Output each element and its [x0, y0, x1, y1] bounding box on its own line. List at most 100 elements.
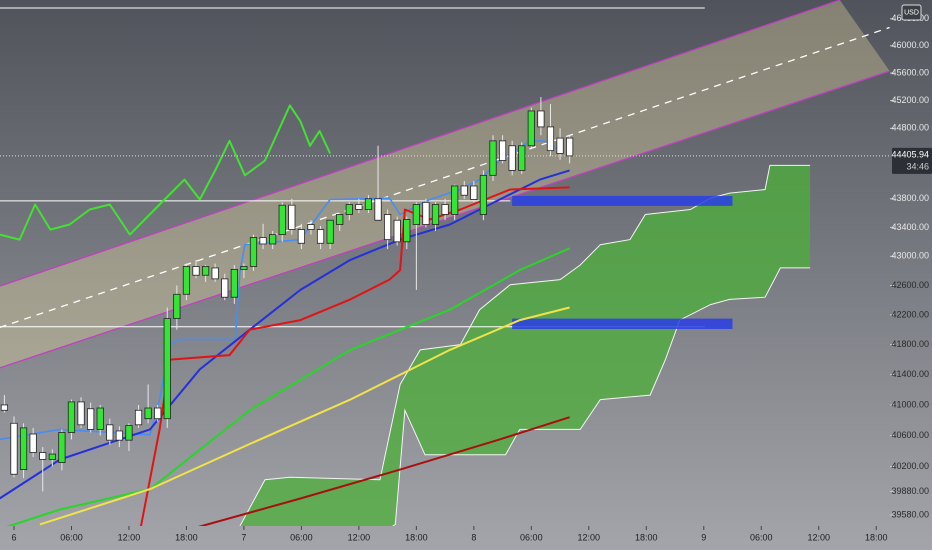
candle-body — [518, 145, 526, 171]
candle-body — [269, 234, 277, 245]
x-tick-label: 06:00 — [290, 532, 313, 542]
x-tick-label: 18:00 — [865, 532, 888, 542]
candle-body — [67, 401, 76, 433]
candle-body — [412, 204, 420, 225]
candle-body — [48, 453, 56, 460]
x-tick-label: 7 — [241, 532, 246, 542]
candle-body — [77, 401, 85, 426]
y-tick-label: 39580.00 — [891, 509, 929, 519]
y-tick-label: 41000.00 — [891, 399, 929, 409]
candle-body — [374, 198, 382, 221]
candle-body — [144, 407, 152, 420]
candle-body — [326, 219, 334, 244]
y-tick-label: 44800.00 — [891, 123, 929, 133]
indicator-line — [39, 306, 570, 526]
candle-body — [10, 422, 18, 475]
candle-body — [479, 174, 488, 215]
x-tick-label: 9 — [701, 532, 706, 542]
candle-body — [546, 126, 555, 152]
candle-body — [0, 404, 9, 411]
candle-body — [125, 425, 133, 441]
candle-body — [230, 268, 238, 298]
candle-body — [336, 214, 344, 225]
candle-body — [364, 198, 373, 210]
y-tick-label: 43000.00 — [891, 251, 929, 261]
candle-body — [249, 237, 258, 267]
x-tick-label: 12:00 — [348, 532, 371, 542]
candle-body — [297, 229, 305, 244]
candle-body — [451, 185, 459, 215]
candle-body — [96, 407, 104, 430]
candle-body — [115, 430, 123, 441]
candle-body — [508, 145, 516, 171]
candle-body — [489, 140, 497, 176]
candle-body — [470, 185, 478, 200]
y-tick-label: 45600.00 — [891, 67, 929, 77]
candle-body — [566, 137, 574, 157]
channel-upper — [0, 0, 841, 287]
price-label-box — [892, 147, 932, 174]
y-tick-label: 41800.00 — [891, 339, 929, 349]
candle-body — [355, 204, 363, 210]
candle-body — [87, 408, 95, 430]
candle-body — [19, 427, 28, 470]
candle-body — [345, 204, 353, 215]
candle-body — [393, 219, 401, 243]
y-tick-label: 43800.00 — [891, 193, 929, 203]
candle-body — [316, 229, 325, 244]
candle-body — [441, 204, 449, 215]
candle-body — [39, 452, 47, 460]
x-tick-label: 06:00 — [60, 532, 83, 542]
x-tick-label: 18:00 — [635, 532, 658, 542]
candle-body — [192, 266, 200, 276]
indicator-line — [198, 416, 570, 526]
y-tick-label: 46000.00 — [891, 40, 929, 50]
candle-body — [498, 140, 507, 161]
axes: 46400.0046000.0045600.0045200.0044800.00… — [11, 4, 932, 542]
countdown: 34:46 — [906, 161, 929, 171]
channel-fill — [0, 0, 890, 368]
candle-body — [307, 224, 315, 230]
indicator-line — [0, 169, 570, 500]
plot-area — [0, 0, 890, 526]
channel-middle — [0, 26, 890, 329]
candle-body — [403, 219, 411, 243]
candle-body — [278, 204, 286, 235]
candle-body — [259, 237, 267, 245]
candle-body — [201, 266, 210, 276]
y-tick-label: 40600.00 — [891, 430, 929, 440]
candle-body — [221, 278, 229, 298]
x-tick-label: 6 — [11, 532, 16, 542]
cloud-edge — [239, 164, 811, 526]
candle-body — [537, 110, 545, 128]
candle-body — [173, 293, 181, 320]
currency-label: USD — [904, 9, 919, 16]
y-tick-label: 42600.00 — [891, 280, 929, 290]
candle-body — [211, 267, 219, 280]
x-tick-label: 8 — [471, 532, 476, 542]
candle-body — [527, 110, 535, 147]
x-tick-label: 18:00 — [405, 532, 428, 542]
candle-body — [460, 185, 468, 196]
x-tick-label: 12:00 — [807, 532, 830, 542]
candle-body — [240, 266, 248, 270]
x-tick-label: 06:00 — [520, 532, 543, 542]
candle-body — [106, 424, 114, 441]
cloud-edge — [392, 267, 811, 526]
cloud-fill — [239, 165, 811, 526]
candle-body — [163, 318, 171, 420]
candle-body — [422, 201, 430, 225]
zone — [512, 318, 733, 329]
candle-body — [556, 137, 564, 154]
x-tick-label: 18:00 — [175, 532, 198, 542]
candle-body — [134, 409, 143, 426]
y-tick-label: 39880.00 — [891, 486, 929, 496]
y-tick-label: 40200.00 — [891, 461, 929, 471]
indicator-line — [0, 104, 332, 241]
x-tick-label: 12:00 — [578, 532, 601, 542]
candle-body — [431, 204, 440, 225]
candle-body — [288, 204, 296, 230]
zone — [512, 195, 733, 206]
x-tick-label: 06:00 — [750, 532, 773, 542]
